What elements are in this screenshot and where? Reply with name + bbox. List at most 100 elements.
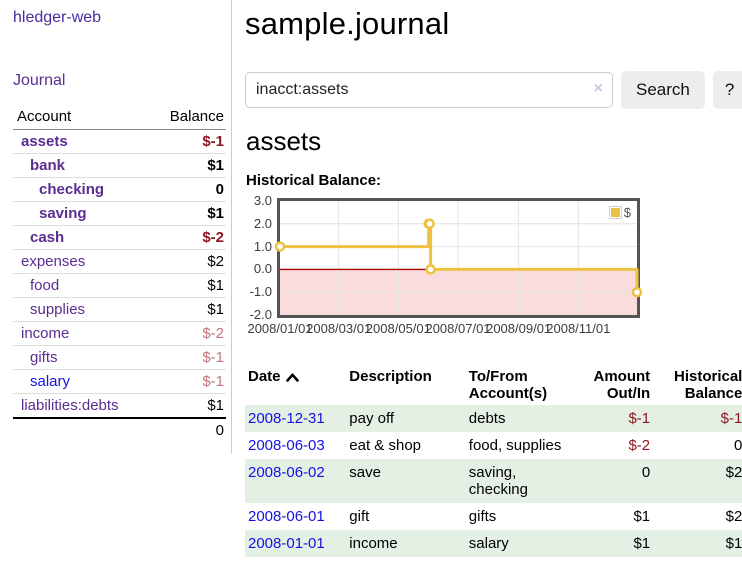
y-tick-label: 3.0: [253, 193, 272, 208]
register-col-accounts: To/From Account(s): [468, 368, 548, 402]
chart-heading: Historical Balance:: [246, 172, 382, 189]
transaction-accounts: food, supplies: [468, 437, 562, 454]
y-tick-label: 2.0: [253, 215, 272, 231]
y-tick-label: -1.0: [249, 284, 272, 300]
account-link-assets[interactable]: assets: [21, 133, 68, 150]
transaction-date-link[interactable]: 2008-06-02: [248, 464, 325, 481]
account-link-supplies[interactable]: supplies: [30, 301, 86, 318]
account-balance: $-2: [149, 321, 226, 346]
transaction-description: income: [349, 535, 398, 552]
transaction-description: save: [349, 464, 381, 481]
sidebar-item-journal[interactable]: Journal: [13, 72, 66, 89]
register-header-row: Date Description To/From Account(s) Amou…: [245, 365, 742, 405]
page: hledger-web Journal Account Balance asse…: [0, 0, 742, 557]
account-link-salary[interactable]: salary: [30, 373, 71, 390]
transaction-amount: 0: [641, 464, 651, 481]
x-tick-label: 2008/03/01: [306, 321, 372, 336]
app-title: hledger-web: [13, 9, 231, 27]
account-balance: $-1: [202, 133, 224, 150]
y-tick-label: 0.0: [253, 261, 272, 277]
transaction-accounts: gifts: [468, 508, 497, 525]
sidebar: hledger-web Journal Account Balance asse…: [0, 0, 232, 454]
account-link-cash[interactable]: cash: [30, 229, 65, 246]
account-row: cash $-2: [13, 225, 226, 250]
account-row: gifts $-1: [13, 345, 226, 370]
transaction-balance: $-1: [720, 410, 742, 427]
x-tick-label: 2008/07/01: [425, 321, 491, 336]
transaction-date-link[interactable]: 2008-12-31: [248, 410, 325, 427]
register-row: 2008-06-01 gift gifts $1 $2: [245, 503, 742, 530]
transaction-description: gift: [349, 508, 370, 525]
account-row: supplies $1: [13, 297, 226, 322]
transaction-amount: $1: [633, 508, 651, 525]
account-heading: assets: [246, 126, 322, 156]
register-table: Date Description To/From Account(s) Amou…: [245, 365, 742, 557]
transaction-balance: $2: [725, 508, 742, 525]
account-link-gifts[interactable]: gifts: [30, 349, 58, 366]
accounts-col-balance: Balance: [149, 105, 226, 130]
account-row: liabilities:debts $1: [13, 393, 226, 418]
transaction-date-link[interactable]: 2008-06-03: [248, 437, 325, 454]
register-col-date[interactable]: Date: [245, 365, 346, 405]
y-tick-label: 1.0: [253, 238, 272, 254]
accounts-header-row: Account Balance: [13, 105, 226, 130]
search-form: × Search ?: [245, 71, 742, 109]
transaction-accounts: salary: [468, 535, 509, 552]
account-row: food $1: [13, 273, 226, 298]
account-link-income[interactable]: income: [21, 325, 70, 342]
legend-series-label: $: [623, 205, 631, 220]
account-link-bank[interactable]: bank: [30, 157, 66, 174]
register-row: 2008-06-03 eat & shop food, supplies $-2…: [245, 432, 742, 459]
search-input[interactable]: [245, 72, 613, 108]
clear-search-icon[interactable]: ×: [593, 80, 603, 97]
account-balance: $1: [149, 153, 226, 178]
account-row: checking 0: [13, 177, 226, 202]
account-row: bank $1: [13, 153, 226, 178]
transaction-description: pay off: [349, 410, 395, 427]
transaction-balance: $1: [725, 535, 742, 552]
chart-y-axis-labels: 3.0 2.0 1.0 0.0 -1.0 -2.0: [245, 193, 277, 322]
transaction-amount: $-1: [628, 410, 651, 427]
transaction-date-link[interactable]: 2008-06-01: [248, 508, 325, 525]
account-row: assets $-1: [13, 130, 226, 154]
transaction-description: eat & shop: [349, 437, 421, 454]
account-row: expenses $2: [13, 249, 226, 274]
register-col-description: Description: [349, 368, 432, 385]
register-row: 2008-12-31 pay off debts $-1 $-1: [245, 405, 742, 432]
search-button[interactable]: Search: [621, 71, 705, 109]
chart-legend: $: [608, 205, 631, 220]
register-col-balance: Historical Balance: [673, 368, 742, 402]
transaction-balance: $2: [725, 464, 742, 481]
help-button[interactable]: ?: [712, 71, 742, 109]
account-link-food[interactable]: food: [30, 277, 60, 294]
register-row: 2008-06-02 save saving, checking 0 $2: [245, 459, 742, 503]
transaction-date-link[interactable]: 2008-01-01: [248, 535, 325, 552]
transaction-accounts: saving, checking: [468, 464, 528, 498]
y-tick-label: -2.0: [249, 307, 272, 322]
accounts-col-account: Account: [13, 105, 150, 130]
register-col-amount: Amount Out/In: [593, 368, 651, 402]
transaction-accounts: debts: [468, 410, 506, 427]
account-link-saving[interactable]: saving: [39, 205, 87, 222]
sort-ascending-icon: [285, 372, 299, 382]
x-tick-label: 2008/01/01: [247, 321, 313, 336]
account-balance: $1: [149, 201, 226, 226]
account-row: salary $-1: [13, 369, 226, 394]
chart-plot-wrap: $ 2008/01/01 2008/03/01 2008/05/01 2008/07/…: [247, 198, 643, 336]
app-title-link[interactable]: hledger-web: [13, 9, 102, 26]
accounts-total-row: 0: [13, 417, 226, 442]
account-balance: $-2: [149, 225, 226, 250]
account-balance: 0: [149, 177, 226, 202]
account-balance: $-1: [149, 369, 226, 394]
account-balance: $1: [149, 273, 226, 298]
account-row: income $-2: [13, 321, 226, 346]
transaction-amount: $1: [633, 535, 651, 552]
sidebar-nav: Journal: [13, 72, 231, 90]
account-link-liabilities-debts[interactable]: liabilities:debts: [21, 397, 119, 414]
legend-color-swatch: [608, 206, 622, 219]
chart-plot-area: $: [274, 198, 643, 318]
account-link-checking[interactable]: checking: [39, 181, 105, 198]
account-link-expenses[interactable]: expenses: [21, 253, 86, 270]
x-tick-label: 2008/11/01: [546, 321, 611, 336]
register-row: 2008-01-01 income salary $1 $1: [245, 530, 742, 557]
